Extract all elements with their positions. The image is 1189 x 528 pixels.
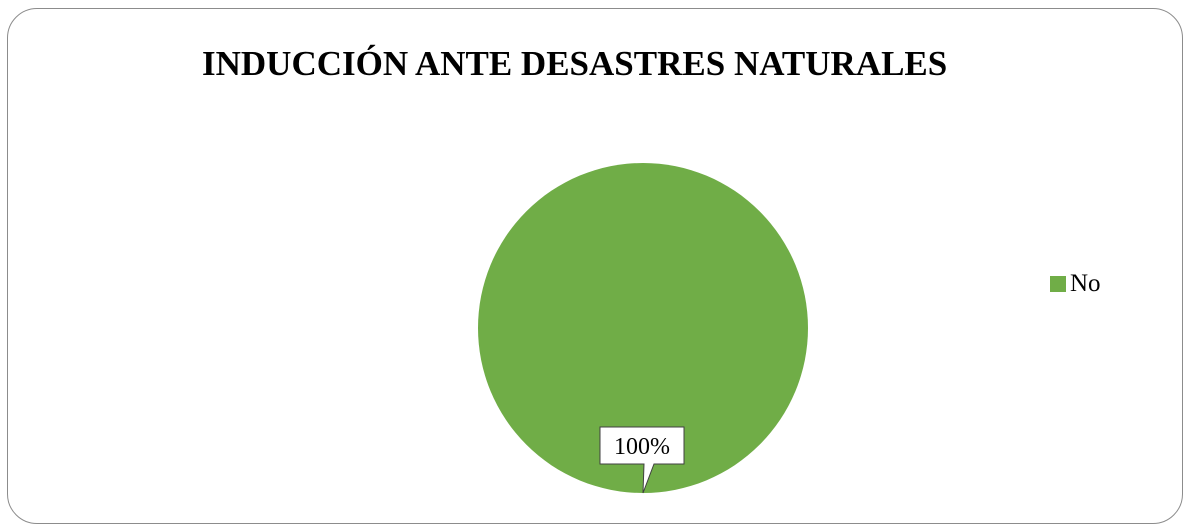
data-label-callout <box>599 426 685 494</box>
legend-label-no: No <box>1070 270 1101 297</box>
chart-title: INDUCCIÓN ANTE DESASTRES NATURALES <box>202 44 948 83</box>
data-label-no: 100% <box>614 434 670 460</box>
legend-swatch-no <box>1050 276 1066 292</box>
data-labels: 100% <box>599 426 685 494</box>
pie-slice-no <box>478 163 808 493</box>
pie-slices <box>478 163 808 493</box>
legend: No <box>1050 270 1101 298</box>
